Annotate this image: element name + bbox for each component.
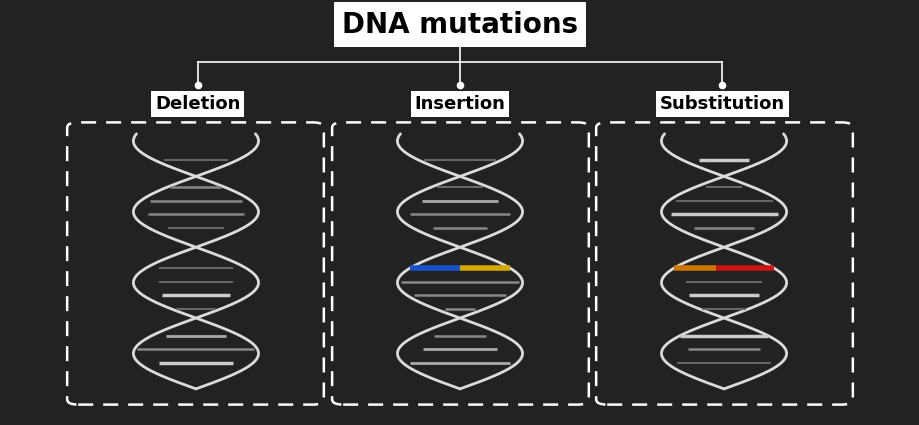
Text: Substitution: Substitution [659, 95, 784, 113]
Text: Insertion: Insertion [414, 95, 505, 113]
Text: Deletion: Deletion [155, 95, 240, 113]
Text: DNA mutations: DNA mutations [342, 11, 577, 39]
